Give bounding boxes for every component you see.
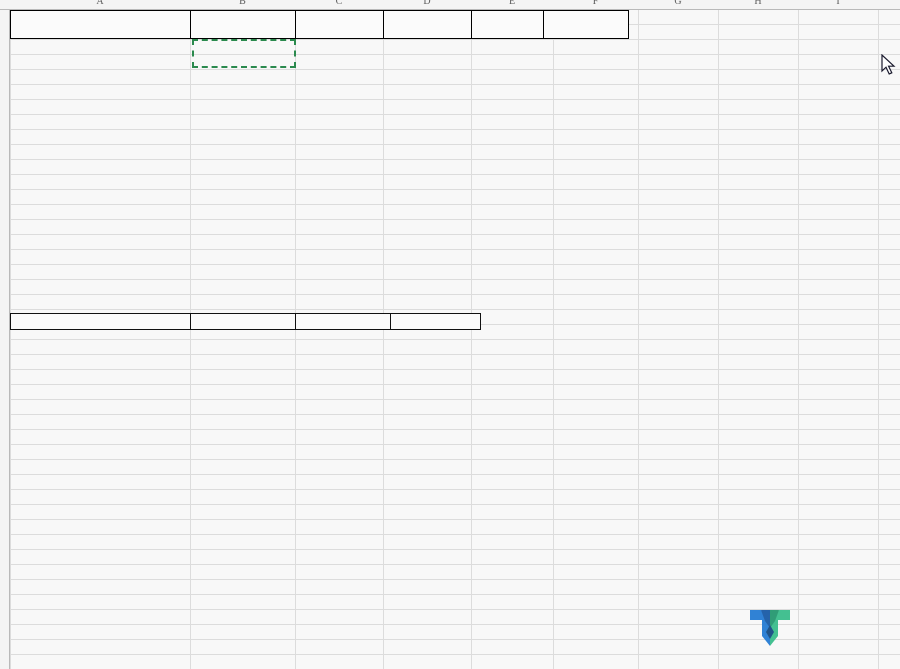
column-header-D[interactable]: D bbox=[423, 0, 431, 7]
column-header-E[interactable]: E bbox=[508, 0, 516, 7]
copy-selection-marquee bbox=[192, 39, 296, 68]
header-exam-score-2[interactable] bbox=[383, 10, 472, 39]
header-name[interactable] bbox=[10, 313, 191, 330]
column-header-H[interactable]: H bbox=[754, 0, 762, 7]
assessment-table-body bbox=[10, 313, 481, 330]
column-header-B[interactable]: B bbox=[239, 0, 246, 7]
row-header-bar[interactable] bbox=[0, 10, 10, 669]
mumuxili-m-logo-icon bbox=[748, 606, 792, 653]
watermark bbox=[748, 606, 894, 652]
header-student-info[interactable] bbox=[10, 10, 191, 39]
column-header-I[interactable]: I bbox=[836, 0, 840, 7]
column-header-bar[interactable]: A B C D E F G H I bbox=[0, 0, 900, 10]
students-table[interactable] bbox=[10, 10, 629, 39]
header-assess-score-3[interactable] bbox=[390, 313, 481, 330]
column-header-G[interactable]: G bbox=[674, 0, 682, 7]
header-assess-score-1[interactable] bbox=[190, 313, 296, 330]
header-exam-score-3[interactable] bbox=[471, 10, 544, 39]
students-table-body bbox=[10, 10, 629, 39]
column-header-C[interactable]: C bbox=[335, 0, 343, 7]
column-header-A[interactable]: A bbox=[96, 0, 104, 7]
header-assess-score-2[interactable] bbox=[295, 313, 391, 330]
students-table-header-row bbox=[10, 10, 629, 39]
column-header-F[interactable]: F bbox=[592, 0, 599, 7]
header-average-score[interactable] bbox=[543, 10, 629, 39]
assessment-table-header-row bbox=[10, 313, 481, 330]
mouse-cursor-arrow-icon bbox=[881, 53, 897, 81]
header-exam-score-1[interactable] bbox=[295, 10, 384, 39]
header-training-term[interactable] bbox=[190, 10, 296, 39]
assessment-table[interactable] bbox=[10, 313, 481, 330]
